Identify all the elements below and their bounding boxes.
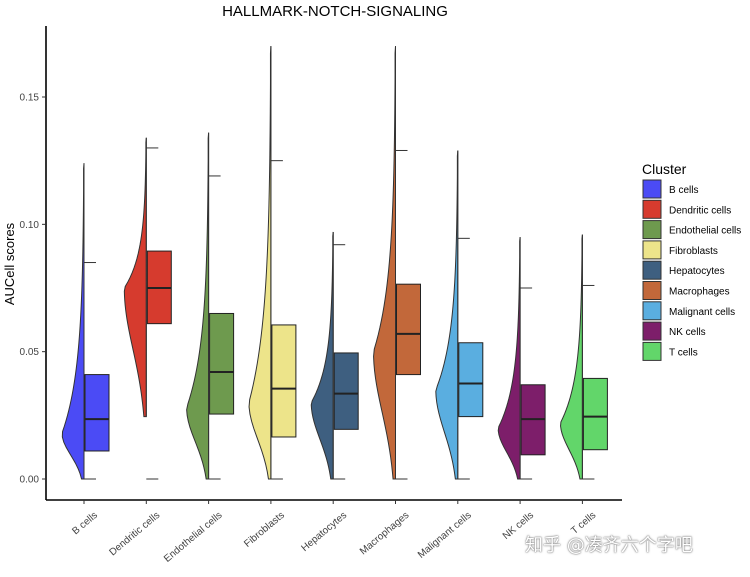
series-group	[435, 150, 484, 480]
violin-half	[248, 46, 272, 480]
legend-swatch	[642, 220, 662, 240]
violin-half	[61, 163, 85, 480]
x-tick-label: Hepatocytes	[299, 510, 349, 554]
legend-item-label: Malignant cells	[669, 307, 735, 318]
legend-item-label: Fibroblasts	[669, 246, 718, 257]
axes: 0.00 0.05 0.10 0.15 B cells Dendritic cells En…	[20, 26, 622, 565]
legend-swatch	[642, 321, 662, 341]
x-tick-label: Malignant cells	[416, 510, 474, 561]
watermark-text: 知乎 @凑齐六个字吧	[525, 535, 693, 556]
legend-swatch	[642, 341, 662, 361]
violin-half	[373, 46, 396, 480]
series-group	[310, 231, 359, 480]
box	[271, 324, 297, 438]
legend: Cluster B cells Dendritic cells Endothelia…	[642, 161, 741, 361]
series-group	[186, 132, 235, 480]
legend-item-label: Endothelial cells	[669, 226, 741, 237]
violin-half	[435, 150, 459, 480]
box	[582, 377, 608, 451]
box	[209, 312, 235, 415]
legend-item-label: Macrophages	[669, 287, 730, 298]
x-tick-label: Fibroblasts	[242, 510, 287, 550]
series-group	[123, 137, 172, 480]
x-tick-label: Dendritic cells	[107, 510, 162, 558]
legend-swatch	[642, 281, 662, 300]
box	[396, 283, 421, 376]
series-group	[373, 46, 421, 480]
violin-half	[560, 234, 583, 480]
y-tick-label: 0.05	[20, 347, 40, 358]
series-group	[248, 46, 297, 480]
legend-item-label: T cells	[669, 347, 698, 358]
violin-half	[123, 137, 147, 418]
series-group	[61, 163, 110, 480]
series-group	[497, 237, 546, 480]
legend-item-label: Dendritic cells	[669, 205, 731, 216]
violin-half	[497, 237, 521, 480]
x-tick-label: B cells	[70, 510, 100, 537]
legend-item-label: B cells	[669, 185, 698, 196]
series-group	[560, 234, 608, 480]
y-tick-label: 0.15	[20, 93, 40, 104]
y-tick-label: 0.10	[20, 220, 40, 231]
legend-swatch	[642, 301, 662, 321]
legend-item-label: Hepatocytes	[669, 266, 725, 277]
x-tick-label: Endothelial cells	[162, 510, 224, 565]
violin-half	[310, 231, 334, 480]
y-axis-label: AUCell scores	[2, 222, 17, 305]
legend-swatch	[642, 179, 662, 199]
y-tick-label: 0.00	[20, 475, 40, 486]
legend-swatch	[642, 260, 662, 280]
x-tick-label: Macrophages	[358, 510, 411, 557]
legend-swatch	[642, 240, 662, 260]
box	[458, 342, 484, 418]
box	[333, 352, 359, 430]
box	[84, 374, 110, 452]
legend-swatch	[642, 199, 662, 219]
violin-half	[186, 132, 210, 480]
legend-title: Cluster	[642, 161, 687, 177]
plot-area	[61, 46, 608, 480]
legend-item-label: NK cells	[669, 327, 706, 338]
chart-title: HALLMARK-NOTCH-SIGNALING	[222, 3, 448, 20]
